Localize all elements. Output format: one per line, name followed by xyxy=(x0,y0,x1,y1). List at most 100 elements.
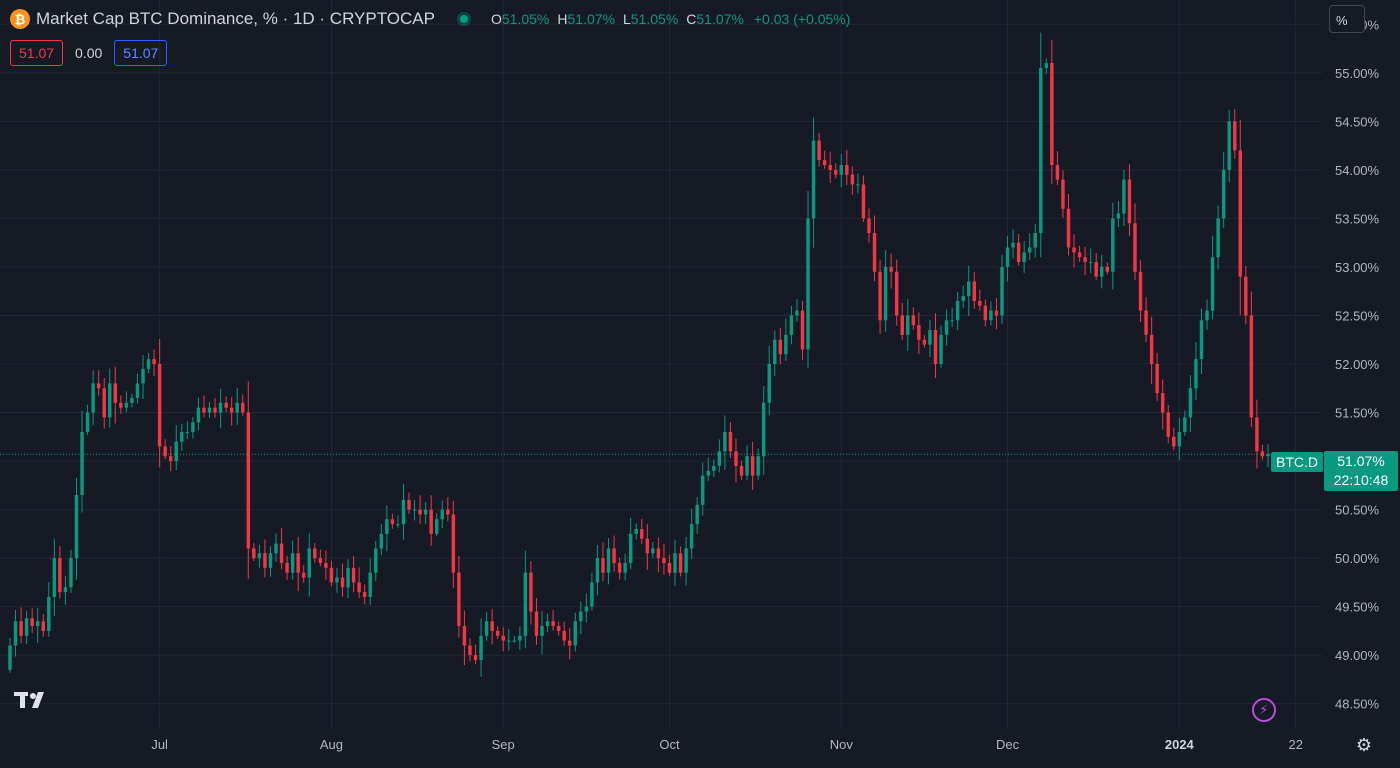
spread-value: 0.00 xyxy=(75,45,103,61)
candle xyxy=(52,538,57,616)
candle-body xyxy=(601,558,605,573)
candle xyxy=(883,250,888,332)
candle-body xyxy=(1172,436,1176,447)
candle-body xyxy=(1022,252,1026,263)
candle xyxy=(385,505,389,552)
market-status-icon[interactable] xyxy=(457,12,471,26)
candle xyxy=(850,166,855,195)
candle-body xyxy=(495,630,500,636)
candle-body xyxy=(917,325,921,340)
symbol-title[interactable]: Market Cap BTC Dominance, % · 1D · CRYPT… xyxy=(36,9,435,28)
candle-body xyxy=(1061,179,1065,209)
symbol-price-label: BTC.D xyxy=(1271,452,1323,472)
y-tick-label: 50.50% xyxy=(1335,503,1380,518)
candle-body xyxy=(429,509,433,534)
candle xyxy=(1244,265,1248,325)
candle-body xyxy=(900,315,904,335)
candle-body xyxy=(1149,334,1154,364)
candle xyxy=(906,298,910,351)
candle xyxy=(778,327,783,365)
x-tick-label: Oct xyxy=(659,737,680,752)
percent-scale-button[interactable]: % xyxy=(1329,5,1365,33)
candle xyxy=(1210,235,1215,320)
candle xyxy=(257,544,262,568)
candle-body xyxy=(584,606,589,612)
chart-header: ₿ Market Cap BTC Dominance, % · 1D · CRY… xyxy=(10,8,850,30)
candle xyxy=(185,421,190,440)
candle xyxy=(728,422,733,459)
y-tick-label: 54.50% xyxy=(1335,114,1380,129)
candle-body xyxy=(717,451,722,466)
candle-body xyxy=(1122,179,1126,214)
candle-body xyxy=(396,524,400,526)
candle xyxy=(911,307,916,330)
candle xyxy=(689,508,694,559)
candle xyxy=(479,618,483,677)
candle-body xyxy=(52,558,57,597)
candle xyxy=(152,349,156,376)
candle-body xyxy=(1100,266,1104,277)
candle xyxy=(13,609,18,657)
candle xyxy=(30,608,34,633)
candle-body xyxy=(490,621,494,631)
candle xyxy=(180,423,184,451)
candle-body xyxy=(246,412,251,549)
candle-body xyxy=(174,441,178,462)
candle-body xyxy=(606,548,611,573)
time-axis[interactable]: Jul Aug Sep Oct Nov Dec 2024 22 xyxy=(151,737,1303,752)
candle xyxy=(784,318,788,361)
candle xyxy=(1122,169,1126,227)
candle-body xyxy=(1055,165,1060,180)
candle-body xyxy=(1216,218,1220,258)
candle-body xyxy=(407,499,411,510)
candle xyxy=(1227,110,1231,183)
candle-body xyxy=(734,451,738,466)
candle-body xyxy=(1205,310,1209,321)
candle xyxy=(279,528,284,570)
candle xyxy=(168,445,173,472)
candle xyxy=(734,438,738,483)
candle-body xyxy=(13,621,18,646)
sell-price-box[interactable]: 51.07 xyxy=(10,40,64,66)
candle-body xyxy=(817,140,821,161)
candle-body xyxy=(1255,417,1259,452)
candle-body xyxy=(1083,257,1087,263)
candle-body xyxy=(263,553,267,568)
gear-icon[interactable]: ⚙ xyxy=(1355,734,1373,755)
candle-body xyxy=(695,504,699,525)
buy-price-box[interactable]: 51.07 xyxy=(114,40,168,66)
candle xyxy=(268,546,273,577)
candle xyxy=(1260,444,1265,460)
candle-body xyxy=(850,174,855,185)
candle-body xyxy=(906,315,910,335)
candle-body xyxy=(91,383,95,413)
candle xyxy=(362,584,367,605)
candle xyxy=(507,628,511,651)
close-value: 51.07% xyxy=(696,11,744,27)
candle-body xyxy=(318,558,323,563)
candle xyxy=(1127,164,1132,236)
candle xyxy=(318,549,323,567)
candle xyxy=(1221,151,1226,229)
lightning-icon[interactable]: ⚡ xyxy=(1252,698,1276,722)
candle xyxy=(667,554,672,576)
candle xyxy=(529,561,533,625)
candle xyxy=(1016,233,1021,266)
tradingview-logo-icon[interactable] xyxy=(14,690,54,712)
x-tick-label: 2024 xyxy=(1165,737,1195,752)
candle xyxy=(767,345,771,416)
candle xyxy=(922,335,927,348)
candle xyxy=(695,496,699,534)
candle xyxy=(119,395,123,414)
candle-body xyxy=(451,514,456,573)
candle-body xyxy=(534,611,539,636)
candle-body xyxy=(401,499,406,525)
candle-body xyxy=(313,548,317,559)
candle-body xyxy=(634,529,638,534)
candle-body xyxy=(473,655,478,661)
candle xyxy=(717,439,722,473)
candle-body xyxy=(651,548,655,554)
price-axis[interactable]: 48.50%49.00%49.50%50.00%50.50%51.00%51.5… xyxy=(1335,17,1380,711)
candle-body xyxy=(856,184,860,186)
